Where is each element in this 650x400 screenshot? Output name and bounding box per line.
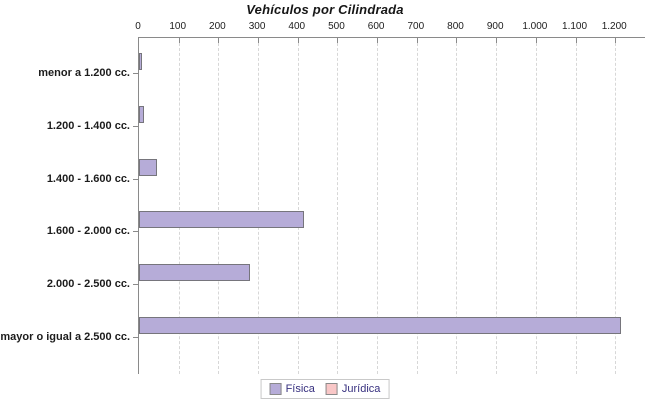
x-tick-mark: [258, 38, 260, 43]
x-tick-mark: [615, 38, 617, 43]
x-tick-label: 1.000: [522, 21, 548, 32]
x-tick-mark: [377, 38, 379, 43]
bar-fisica: [139, 317, 621, 334]
gridline: [416, 38, 418, 374]
x-tick-mark: [575, 38, 577, 43]
x-tick-label: 800: [447, 21, 464, 32]
x-tick-label: 200: [209, 21, 226, 32]
category-label: 1.600 - 2.000 cc.: [46, 225, 130, 238]
y-tick-mark: [133, 337, 138, 338]
x-tick-label: 0: [135, 21, 141, 32]
y-tick-mark: [133, 231, 138, 233]
category-label: 2.000 - 2.500 cc.: [46, 278, 130, 291]
gridline: [337, 38, 339, 374]
gridline: [575, 38, 577, 374]
legend-label: Jurídica: [341, 383, 381, 395]
x-tick-label: 400: [288, 21, 306, 32]
category-label: mayor o igual a 2.500 cc.: [0, 331, 130, 343]
bar-fisica: [139, 53, 142, 70]
gridline: [297, 38, 299, 374]
legend-entry: Física: [269, 383, 315, 395]
y-tick-mark: [133, 178, 138, 180]
bar-fisica: [139, 158, 157, 176]
legend-swatch-icon: [325, 383, 338, 395]
x-tick-label: 300: [248, 21, 266, 32]
x-tick-mark: [178, 38, 180, 43]
gridline: [258, 38, 260, 374]
gridline: [496, 38, 498, 374]
category-label: 1.200 - 1.400 cc.: [46, 119, 130, 132]
x-tick-label: 700: [407, 21, 425, 32]
y-tick-mark: [133, 73, 138, 74]
gridline: [178, 38, 180, 374]
x-tick-mark: [456, 38, 458, 43]
gridline: [218, 38, 220, 374]
bar-fisica: [139, 211, 304, 229]
gridline: [535, 38, 537, 374]
x-tick-mark: [218, 38, 220, 43]
x-tick-label: 600: [367, 21, 385, 32]
gridline: [377, 38, 379, 374]
x-tick-label: 1.100: [562, 21, 588, 32]
plot-area: [138, 37, 645, 374]
legend-label: Física: [285, 383, 315, 395]
bar-fisica: [139, 105, 144, 123]
x-tick-label: 1.200: [601, 21, 627, 32]
y-tick-mark: [133, 125, 138, 127]
bar-fisica: [139, 264, 250, 282]
x-tick-label: 100: [169, 21, 187, 32]
x-tick-mark: [535, 38, 537, 43]
legend: Física Jurídica: [260, 379, 390, 399]
y-tick-mark: [133, 284, 138, 286]
category-label: menor a 1.200 cc.: [38, 67, 130, 79]
x-tick-label: 500: [328, 21, 345, 32]
x-tick-mark: [297, 38, 299, 43]
x-tick-mark: [496, 38, 498, 43]
chart-title: Vehículos por Cilindrada: [246, 2, 404, 17]
gridline: [456, 38, 458, 374]
legend-entry: Jurídica: [325, 383, 381, 395]
x-tick-mark: [337, 38, 339, 43]
x-tick-label: 900: [486, 21, 504, 32]
x-tick-mark: [416, 38, 418, 43]
gridline: [615, 38, 617, 374]
legend-swatch-icon: [269, 383, 282, 395]
category-label: 1.400 - 1.600 cc.: [46, 172, 130, 185]
